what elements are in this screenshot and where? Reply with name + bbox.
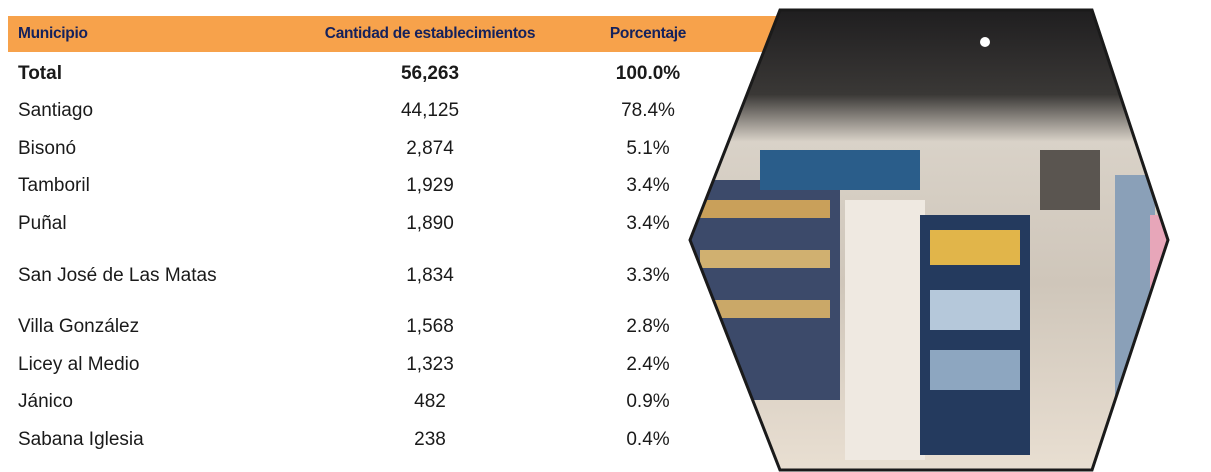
cell: Sabana Iglesia [18,428,144,450]
cell: 1,929 [406,175,454,197]
cell: Licey al Medio [18,353,140,375]
cell: San José de Las Matas [18,264,217,286]
total-cell: 100.0% [615,62,681,84]
total-cell: Total [18,62,62,84]
cell: 44,125 [400,100,460,122]
cell: 5.1% [626,137,670,159]
cell: 238 [414,428,446,450]
cell: 0.9% [626,391,670,413]
photo-frame [688,8,1170,472]
cell: 3.4% [626,175,670,197]
cell: Jánico [18,391,73,413]
cell: Bisonó [18,137,77,159]
cell: 1,323 [406,353,454,375]
cell: 0.4% [626,428,670,450]
header-cell: Municipio [18,25,88,42]
cell: 3.4% [626,212,670,234]
cell: 1,890 [406,212,454,234]
cell: 2.4% [626,353,670,375]
cell: Tamboril [18,175,90,197]
header-cell: Porcentaje [609,25,687,42]
total-cell: 56,263 [400,62,460,84]
cell: 1,834 [406,264,454,286]
cell: Puñal [18,212,67,234]
cell: 2.8% [626,316,670,338]
header-bar [8,16,788,52]
cell: Villa González [18,316,140,338]
cell: 2,874 [406,137,454,159]
cell: 78.4% [621,100,675,122]
cell: 1,568 [406,316,454,338]
header-cell: Cantidad de establecimientos [324,25,536,42]
cell: 482 [414,391,446,413]
cell: 3.3% [626,264,670,286]
photo-content [690,10,1168,470]
cell: Santiago [18,100,94,122]
